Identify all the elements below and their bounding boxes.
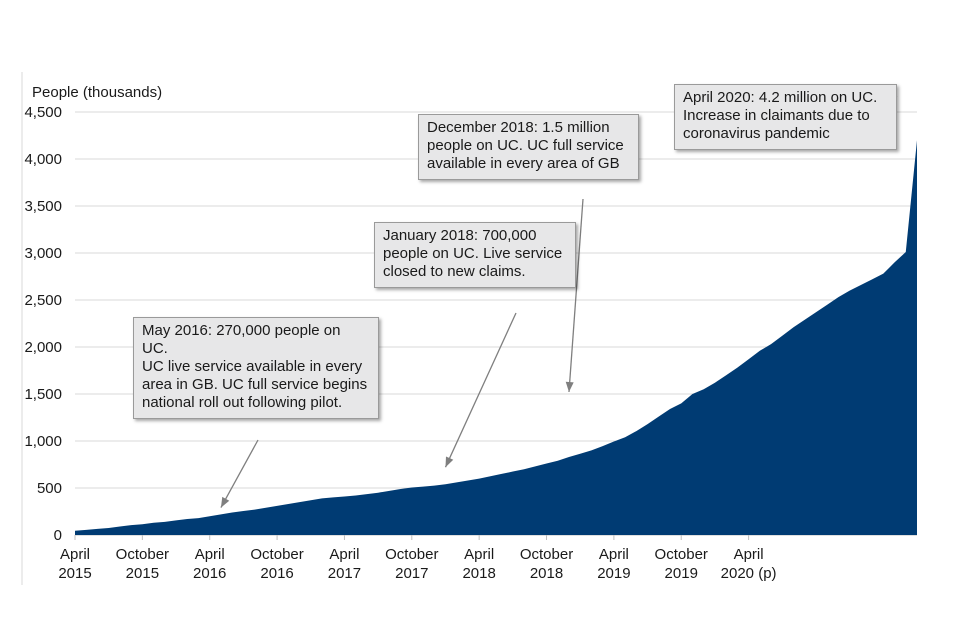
annotation-arrow-line <box>444 312 517 468</box>
x-tick-label: April <box>195 546 225 563</box>
y-tick-label: 4,500 <box>24 104 62 121</box>
annotation-arrow-head <box>220 496 230 508</box>
y-tick-label: 500 <box>37 480 62 497</box>
x-tick-label: April <box>60 546 90 563</box>
y-tick-label: 1,500 <box>24 386 62 403</box>
x-tick-label: 2019 <box>597 565 630 582</box>
x-tick-label: 2015 <box>126 565 159 582</box>
x-tick-label: October <box>250 546 303 563</box>
y-axis-label: People (thousands) <box>32 84 162 101</box>
annotation-may-2016: May 2016: 270,000 people on UC. UC live … <box>133 317 379 419</box>
x-tick-label: April <box>734 546 764 563</box>
annotation-apr-2020: April 2020: 4.2 million on UC. Increase … <box>674 84 897 150</box>
annotation-arrow-head <box>565 381 574 392</box>
annotation-dec-2018: December 2018: 1.5 million people on UC.… <box>418 114 639 180</box>
y-tick-label: 4,000 <box>24 151 62 168</box>
x-tick-label: October <box>116 546 169 563</box>
x-tick-label: April <box>599 546 629 563</box>
annotation-arrow-line <box>568 198 584 393</box>
y-tick-label: 0 <box>54 527 62 544</box>
x-tick-label: 2019 <box>665 565 698 582</box>
y-tick-label: 2,500 <box>24 292 62 309</box>
x-tick-label: 2018 <box>462 565 495 582</box>
annotation-arrow-head <box>445 456 454 468</box>
x-tick-label: 2016 <box>193 565 226 582</box>
x-tick-label: October <box>520 546 573 563</box>
y-tick-label: 2,000 <box>24 339 62 356</box>
y-axis-ticks: 0 500 1,000 1,500 2,000 2,500 3,000 3,500 4,000 4… <box>24 104 62 544</box>
x-tick-label: 2017 <box>395 565 428 582</box>
x-tick-label: April <box>464 546 494 563</box>
x-tick-label: October <box>385 546 438 563</box>
x-tick-label: 2015 <box>58 565 91 582</box>
y-tick-label: 3,500 <box>24 198 62 215</box>
y-tick-label: 3,000 <box>24 245 62 262</box>
area-series <box>75 140 917 535</box>
x-axis-ticks: April 2015 October 2015 April 2016 October 2016… <box>58 535 777 582</box>
x-tick-label: 2017 <box>328 565 361 582</box>
x-tick-label: 2016 <box>260 565 293 582</box>
annotation-jan-2018: January 2018: 700,000 people on UC. Live… <box>374 222 576 288</box>
x-tick-label: April <box>329 546 359 563</box>
x-tick-label: October <box>655 546 708 563</box>
x-tick-label: 2018 <box>530 565 563 582</box>
y-tick-label: 1,000 <box>24 433 62 450</box>
annotation-arrow-line <box>220 439 259 508</box>
x-tick-label: 2020 (p) <box>721 565 777 582</box>
